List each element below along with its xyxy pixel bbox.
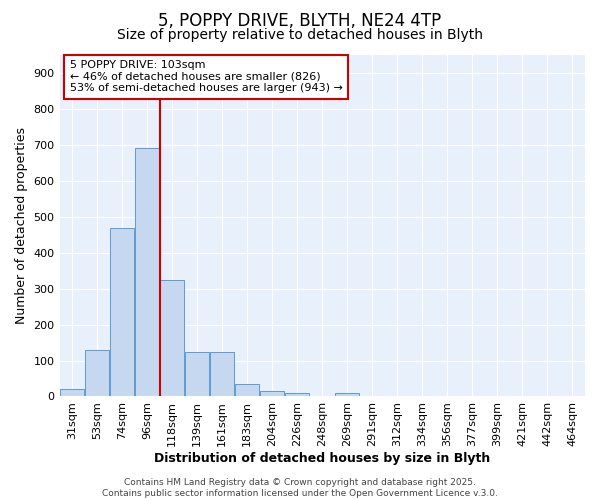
Bar — [260, 391, 284, 396]
Bar — [286, 393, 309, 396]
Text: Contains HM Land Registry data © Crown copyright and database right 2025.
Contai: Contains HM Land Registry data © Crown c… — [102, 478, 498, 498]
Bar — [135, 148, 159, 396]
Y-axis label: Number of detached properties: Number of detached properties — [15, 127, 28, 324]
Bar — [185, 352, 209, 397]
Text: 5, POPPY DRIVE, BLYTH, NE24 4TP: 5, POPPY DRIVE, BLYTH, NE24 4TP — [158, 12, 442, 30]
Text: 5 POPPY DRIVE: 103sqm
← 46% of detached houses are smaller (826)
53% of semi-det: 5 POPPY DRIVE: 103sqm ← 46% of detached … — [70, 60, 343, 94]
Text: Size of property relative to detached houses in Blyth: Size of property relative to detached ho… — [117, 28, 483, 42]
Bar — [210, 352, 234, 397]
Bar — [85, 350, 109, 397]
Bar — [110, 228, 134, 396]
X-axis label: Distribution of detached houses by size in Blyth: Distribution of detached houses by size … — [154, 452, 490, 465]
Bar — [160, 280, 184, 396]
Bar — [335, 393, 359, 396]
Bar — [60, 390, 84, 396]
Bar — [235, 384, 259, 396]
